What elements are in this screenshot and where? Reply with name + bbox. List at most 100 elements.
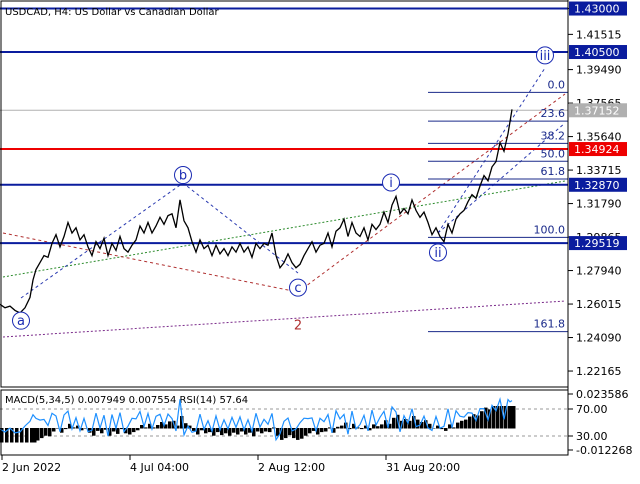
rsi-line (0, 397, 513, 442)
macd-histogram-bar (368, 428, 372, 431)
macd-histogram-bar (268, 428, 272, 433)
macd-histogram-bar (352, 423, 356, 429)
macd-histogram-bar (312, 428, 316, 431)
macd-histogram-bar (404, 419, 408, 429)
macd-histogram-bar (164, 424, 168, 429)
macd-histogram-bar (256, 428, 260, 432)
purple-channel-line (2, 300, 566, 338)
macd-histogram-bar (512, 406, 516, 429)
macd-histogram-bar (228, 428, 232, 436)
macd-histogram-bar (510, 406, 514, 429)
y-tick-label: 1.31790 (576, 198, 622, 211)
level-badge (569, 1, 627, 16)
macd-histogram-bar (184, 423, 188, 429)
wave-label-circle (536, 46, 554, 65)
macd-histogram-bar (476, 415, 480, 429)
macd-histogram-bar (112, 428, 116, 432)
macd-histogram-bar (232, 428, 236, 433)
macd-histogram-bar (440, 428, 444, 430)
wave-label-circle (174, 166, 192, 185)
macd-histogram-bar (284, 428, 288, 439)
macd-histogram-bar (20, 428, 24, 443)
macd-histogram-bar (152, 427, 156, 429)
macd-histogram-bar (336, 426, 340, 429)
macd-histogram-bar (372, 424, 376, 429)
macd-histogram-bar (5, 428, 9, 443)
macd-histogram-bar (492, 406, 496, 429)
macd-histogram-bar (208, 428, 212, 433)
y-tick-label: 1.35640 (576, 131, 622, 144)
wave-label: b (179, 169, 187, 184)
macd-histogram-bar (428, 423, 432, 429)
macd-histogram-bar (448, 424, 452, 429)
macd-histogram-bar (25, 428, 29, 443)
macd-histogram-bar (180, 416, 184, 429)
macd-histogram-bar (488, 409, 492, 429)
macd-histogram-bar (0, 428, 4, 443)
macd-histogram-bar (176, 425, 180, 429)
macd-histogram-bar (472, 414, 476, 429)
y-tick-label: 1.41515 (576, 28, 622, 41)
wave-label: 2 (294, 318, 302, 333)
x-tick-label: 31 Aug 20:00 (386, 461, 460, 474)
wave-label: c (294, 281, 301, 296)
macd-histogram-bar (380, 424, 384, 429)
macd-histogram-bar (220, 428, 224, 436)
fib-level-label: 23.6 (541, 107, 566, 120)
macd-histogram-bar (508, 406, 512, 429)
wave-label-circle (12, 311, 30, 330)
macd-histogram-bar (156, 425, 160, 429)
wave-label: ii (434, 246, 441, 261)
macd-histogram-bar (304, 428, 308, 436)
macd-histogram-bar (388, 423, 392, 429)
macd-histogram-bar (456, 422, 460, 429)
macd-histogram-bar (10, 428, 14, 443)
macd-histogram-bar (148, 423, 152, 429)
green-trend-line (2, 180, 566, 278)
macd-histogram-bar (252, 428, 256, 437)
macd-histogram-bar (212, 428, 216, 436)
wave-iii-line (437, 67, 546, 234)
macd-histogram-bar (76, 425, 80, 429)
macd-histogram-bar (468, 416, 472, 429)
macd-histogram-bar (30, 428, 34, 443)
macd-histogram-bar (144, 427, 148, 429)
macd-label: MACD(5,34,5) 0.007949 0.007554 RSI(14) 5… (5, 395, 248, 406)
macd-histogram-bar (204, 428, 208, 434)
macd-histogram-bar (68, 423, 72, 429)
macd-histogram-bar (80, 428, 84, 431)
macd-histogram-bar (33, 428, 37, 443)
macd-histogram-bar (116, 428, 120, 434)
macd-histogram-bar (136, 428, 140, 431)
macd-histogram-bar (160, 422, 164, 429)
macd-tick-label: 0.023586 (576, 388, 629, 401)
y-tick-label: 1.33715 (576, 164, 622, 177)
level-badge (569, 142, 627, 157)
current-price-label: 1.37152 (574, 104, 620, 117)
wave-label: i (389, 176, 393, 191)
macd-histogram-bar (496, 406, 500, 429)
y-tick-label: 1.24090 (576, 332, 622, 345)
level-label: 1.34924 (574, 143, 620, 156)
macd-histogram-bar (84, 428, 88, 429)
wave-label: a (17, 314, 25, 329)
macd-histogram-bar (460, 420, 464, 429)
macd-histogram-bar (408, 420, 412, 429)
macd-histogram-bar (288, 428, 292, 436)
macd-histogram-bar (300, 428, 304, 439)
macd-histogram-bar (360, 428, 364, 430)
fib-level-label: 100.0 (534, 223, 566, 236)
macd-histogram-bar (96, 428, 100, 431)
macd-histogram-bar (236, 428, 240, 435)
fib-level-label: 61.8 (541, 165, 566, 178)
fib-level-label: 0.0 (548, 78, 566, 91)
fib-level-label: 161.8 (534, 318, 566, 331)
macd-histogram-bar (320, 428, 324, 433)
macd-tick-label: 30.00 (576, 430, 608, 443)
x-tick-label: 4 Jul 04:00 (130, 461, 189, 474)
level-badge (569, 177, 627, 192)
macd-histogram-bar (104, 428, 108, 430)
level-badge (569, 45, 627, 60)
